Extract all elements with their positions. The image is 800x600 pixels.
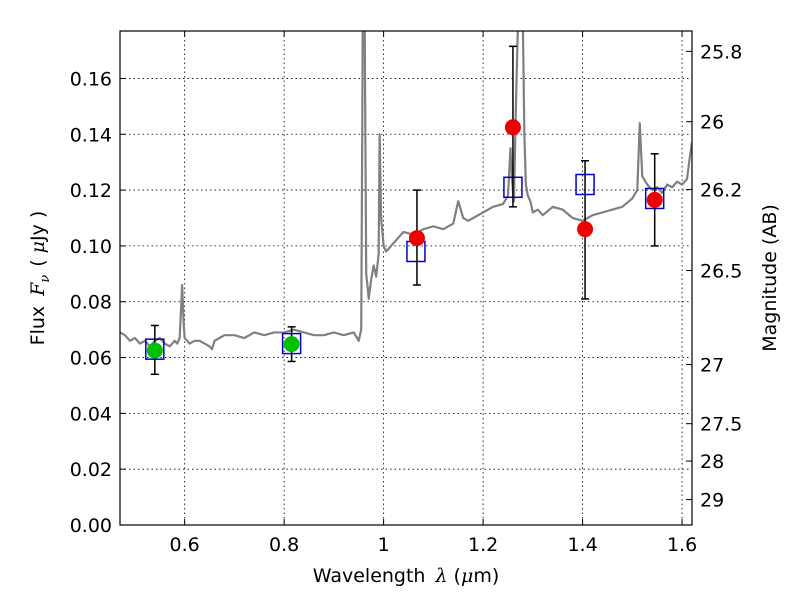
x-tick-label: 1 [378, 534, 390, 556]
y2-tick-label: 27 [700, 355, 724, 377]
y-tick-label: 0.16 [70, 68, 112, 90]
observed-point [408, 230, 425, 247]
observed-point [646, 191, 663, 208]
y2-tick-label: 25.8 [700, 41, 742, 63]
y2-tick-label: 27.5 [700, 414, 742, 436]
y-tick-label: 0.04 [70, 403, 112, 425]
grid [120, 31, 692, 526]
y2-tick-label: 28 [700, 451, 724, 473]
x-tick-label: 1.2 [468, 534, 498, 556]
y-axis-label: FluxFν(μJy ) [27, 211, 53, 346]
y-tick-label: 0.12 [70, 180, 112, 202]
y-tick-label: 0.02 [70, 459, 112, 481]
observed-point [577, 221, 594, 238]
plot-area [120, 31, 692, 376]
observed-point [283, 336, 300, 353]
x-tick-label: 1.4 [567, 534, 597, 556]
y-tick-label: 0.08 [70, 292, 112, 314]
x-tick-label: 1.6 [667, 534, 697, 556]
y2-tick-label: 26.5 [700, 260, 742, 282]
y-tick-label: 0.00 [70, 515, 112, 537]
plot-frame [119, 30, 693, 526]
y2-axis-label: Magnitude (AB) [759, 204, 781, 352]
y2-tick-label: 26 [700, 112, 724, 134]
observed-point [146, 342, 163, 359]
y-tick-label: 0.14 [70, 124, 112, 146]
y2-tick-label: 26.2 [700, 180, 742, 202]
x-tick-label: 0.8 [269, 534, 299, 556]
y-tick-label: 0.06 [70, 348, 112, 370]
y2-tick-label: 29 [700, 490, 724, 512]
observed-point [504, 119, 521, 136]
x-tick-label: 0.6 [170, 534, 200, 556]
spectrum-line [120, 31, 692, 351]
y-tick-label: 0.10 [70, 236, 112, 258]
x-axis-label: Wavelength λ (μm) [313, 565, 499, 587]
